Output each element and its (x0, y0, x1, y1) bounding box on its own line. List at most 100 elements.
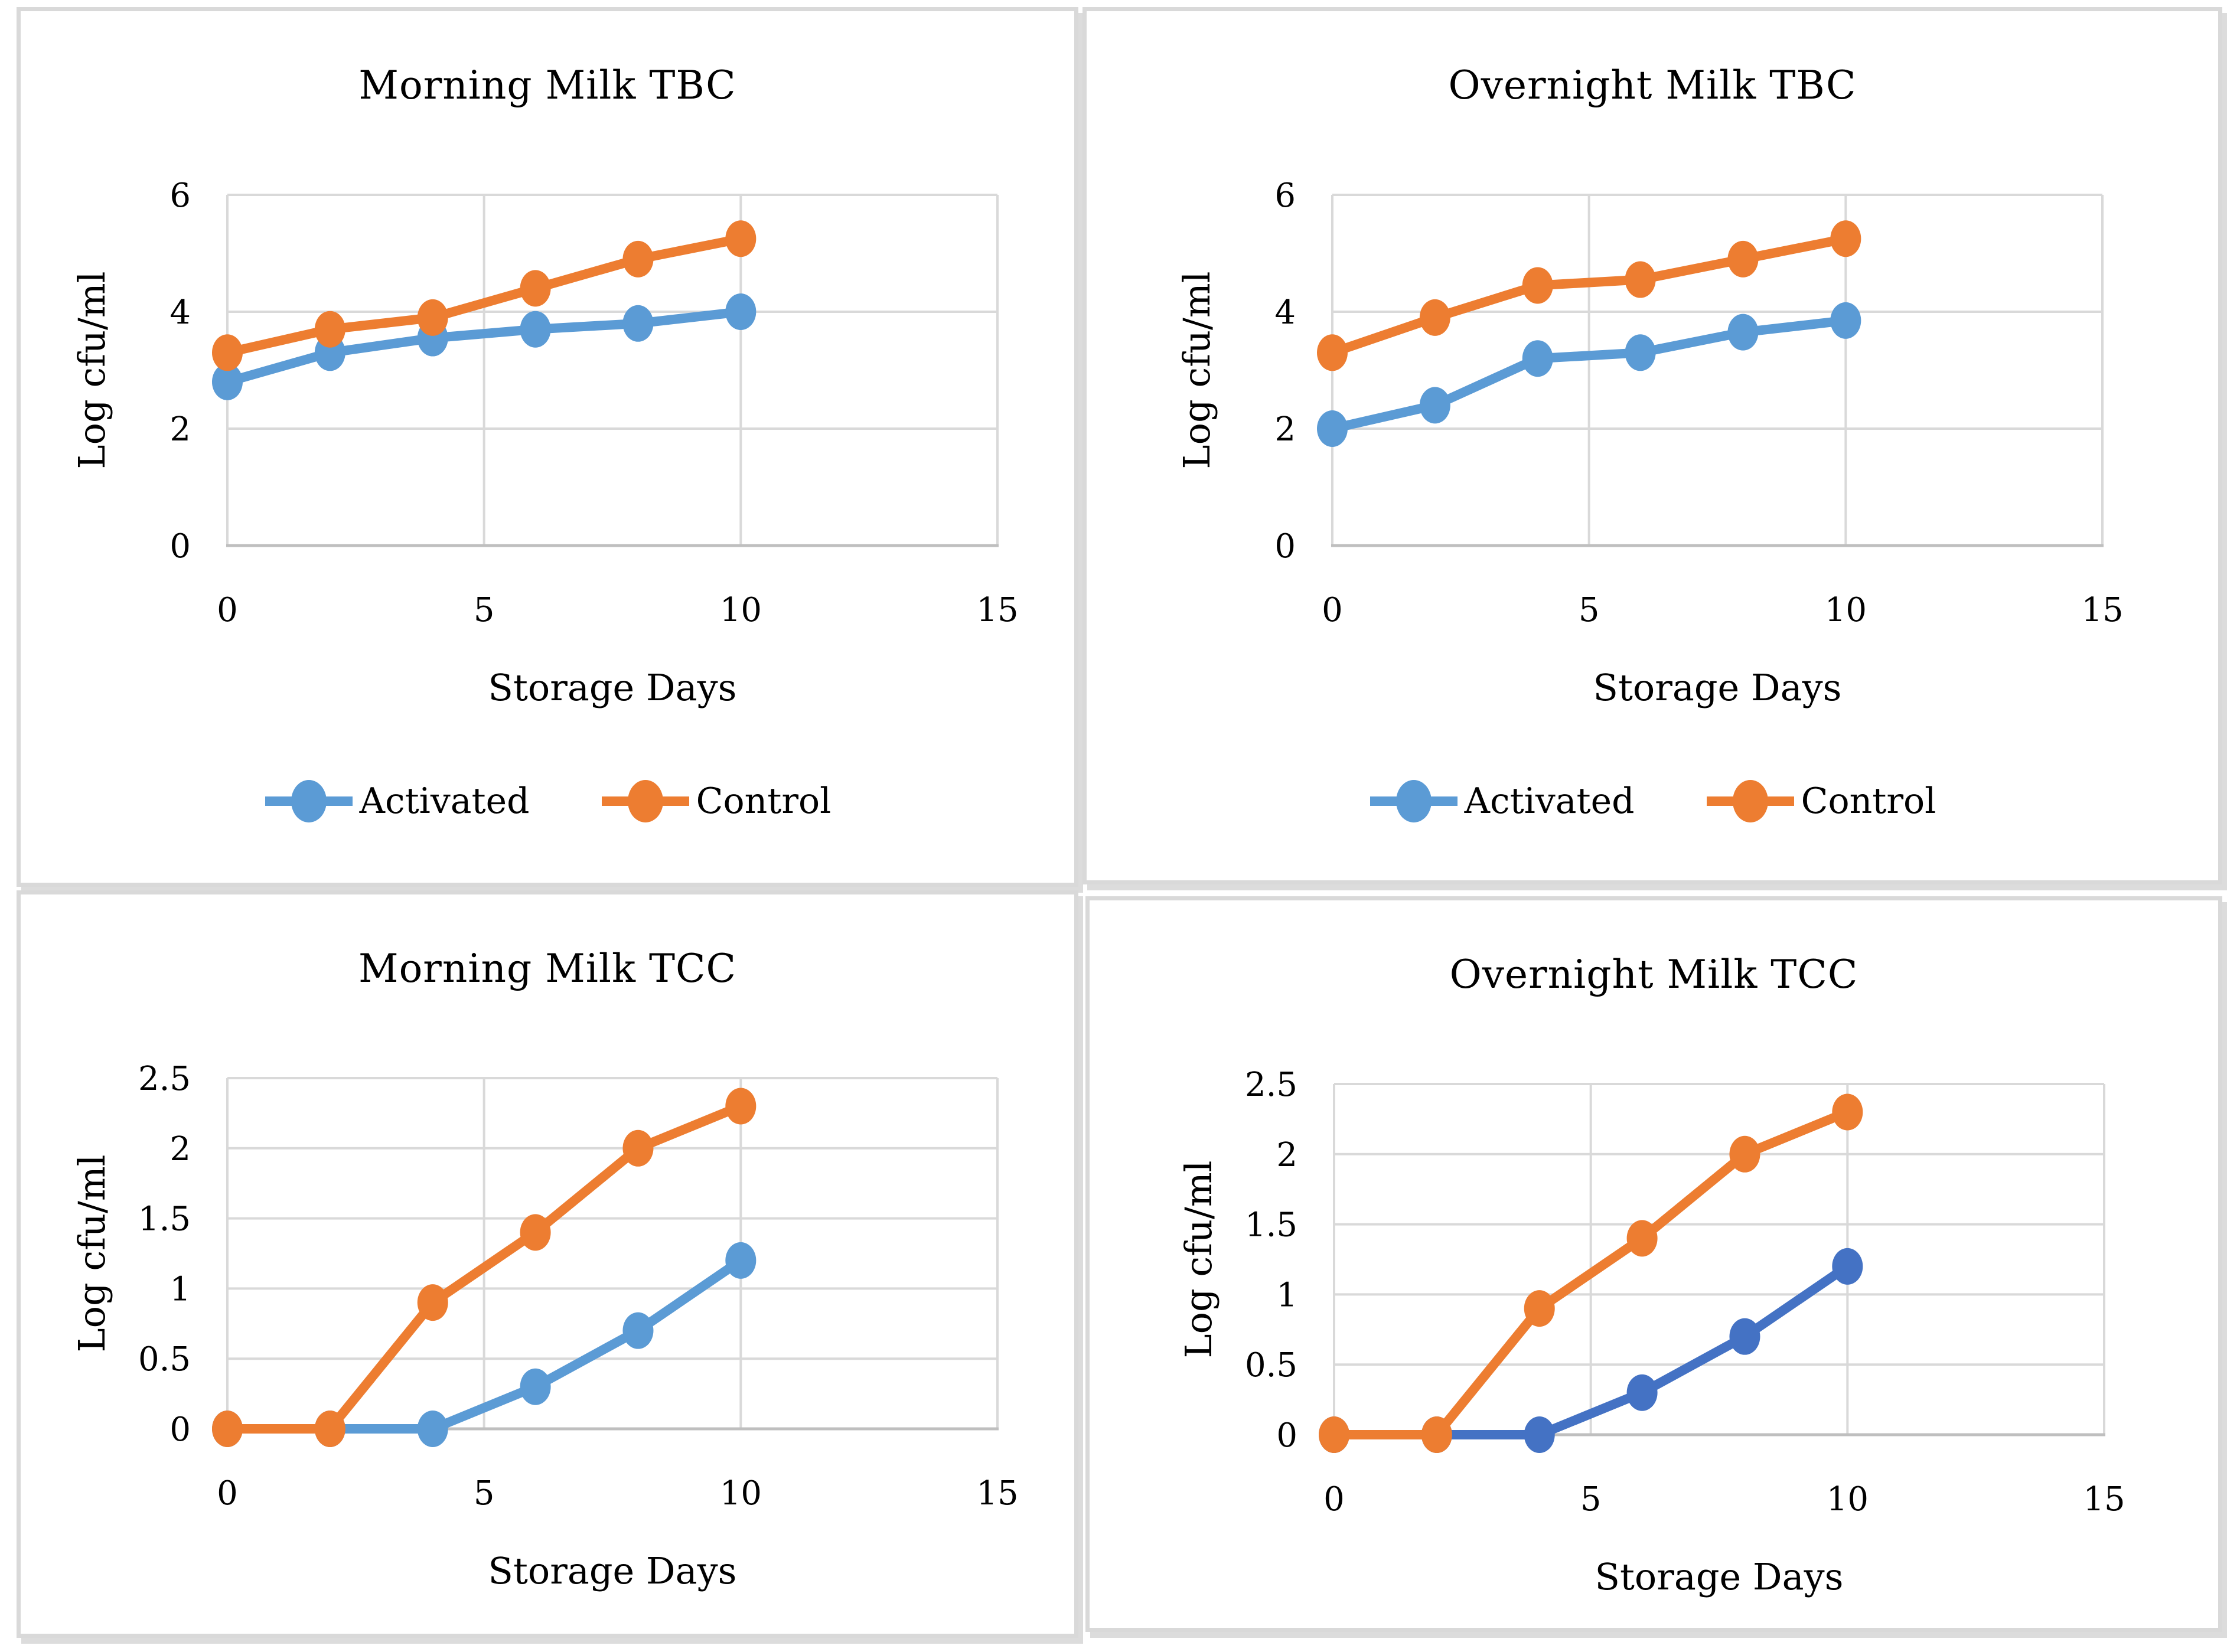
y-tick-label: 1.5 (138, 1200, 191, 1239)
data-point-marker (520, 311, 551, 348)
chart-panel-morning-tcc: Morning Milk TCC 0 0.5 1 1.5 2 2.5 0 5 10 15 Log c… (17, 890, 1078, 1638)
series-control (212, 1088, 757, 1447)
legend-item-activated: Activated (1369, 779, 1635, 824)
series-control (212, 220, 757, 371)
data-point-marker (1830, 220, 1861, 257)
chart-panel-overnight-tbc: Overnight Milk TBC 0 2 4 6 0 5 10 15 Log cfu/ml S… (1082, 7, 2222, 884)
chart-overnight-tcc: 0 0.5 1 1.5 2 2.5 0 5 10 15 Log cfu/ml Storage Days (1090, 1048, 2218, 1609)
data-point-marker (1318, 1416, 1349, 1453)
x-axis-title: Storage Days (488, 1549, 737, 1592)
data-point-marker (520, 1368, 551, 1405)
data-point-marker (1625, 334, 1656, 371)
legend-item-control: Control (601, 779, 832, 824)
x-axis-title: Storage Days (1593, 666, 1842, 709)
legend-label: Activated (359, 781, 530, 822)
data-point-marker (1831, 1248, 1863, 1285)
series-line (223, 1101, 746, 1434)
data-point-marker (417, 1411, 448, 1447)
y-axis-title: Log cfu/ml (70, 1154, 113, 1352)
y-tick-label: 1.5 (1244, 1206, 1297, 1245)
y-tick-label: 1 (1276, 1276, 1297, 1314)
chart-title: Overnight Milk TCC (1449, 951, 1858, 997)
chart-canvas: 0 2 4 6 0 5 10 15 Log cfu/ml Storage Days (1175, 177, 2124, 709)
legend-label: Control (696, 781, 832, 822)
data-point-marker (622, 1312, 654, 1349)
chart-panel-morning-tbc: Morning Milk TBC 0 2 4 6 0 5 10 15 Log cfu/ml Sto… (17, 7, 1078, 887)
y-tick-label: 1 (169, 1270, 191, 1308)
y-tick-label: 2 (169, 410, 191, 449)
data-point-marker (1419, 387, 1450, 424)
data-point-marker (1419, 299, 1450, 336)
data-point-marker (725, 220, 757, 257)
x-tick-label: 0 (1322, 591, 1343, 629)
data-point-marker (1727, 240, 1759, 277)
x-tick-label: 15 (976, 1474, 1018, 1513)
x-tick-label: 10 (1825, 591, 1867, 629)
series-control (1317, 220, 1861, 371)
series-line (223, 307, 746, 387)
chart-canvas: 0 0.5 1 1.5 2 2.5 0 5 10 15 Log cfu/ml Storage Days (70, 1060, 1019, 1592)
chart-title: Overnight Milk TBC (1448, 62, 1857, 108)
x-tick-label: 10 (720, 1474, 762, 1513)
legend-marker-icon (265, 780, 353, 822)
data-point-marker (212, 334, 243, 371)
legend-label: Activated (1464, 781, 1635, 822)
data-point-marker (725, 1088, 757, 1125)
data-point-marker (212, 363, 243, 400)
x-axis-title: Storage Days (488, 666, 737, 709)
data-point-marker (212, 1411, 243, 1447)
legend-item-control: Control (1706, 779, 1936, 824)
y-tick-label: 2.5 (1244, 1066, 1297, 1104)
data-point-marker (1626, 1220, 1658, 1257)
x-tick-label: 5 (1580, 1480, 1601, 1519)
chart-legend: Activated Control (1087, 779, 2218, 824)
data-point-marker (1524, 1290, 1555, 1327)
y-tick-label: 0.5 (1244, 1346, 1297, 1385)
series-line (223, 234, 746, 358)
y-tick-label: 2 (1276, 1136, 1297, 1174)
y-tick-label: 2 (169, 1130, 191, 1168)
x-tick-label: 10 (720, 591, 762, 629)
x-tick-label: 10 (1826, 1480, 1868, 1519)
data-point-marker (417, 1284, 448, 1321)
chart-morning-tbc: 0 2 4 6 0 5 10 15 Log cfu/ml Storage Days (21, 159, 1074, 720)
data-point-marker (314, 311, 345, 348)
data-point-marker (1524, 1416, 1555, 1453)
series-activated (1317, 302, 1861, 447)
data-point-marker (1729, 1318, 1760, 1355)
y-tick-label: 4 (169, 293, 191, 332)
series-line (1328, 315, 1851, 433)
data-point-marker (1625, 261, 1656, 298)
data-point-marker (622, 240, 654, 277)
legend-marker-icon (1370, 780, 1458, 822)
data-point-marker (1727, 314, 1759, 351)
data-point-marker (520, 270, 551, 307)
chart-legend: Activated Control (21, 779, 1074, 824)
x-axis-title: Storage Days (1595, 1555, 1843, 1598)
y-tick-label: 0 (1276, 1416, 1297, 1455)
series-line (1329, 1107, 1852, 1439)
x-tick-label: 0 (217, 1474, 238, 1513)
data-point-marker (1522, 267, 1553, 304)
data-point-marker (1421, 1416, 1452, 1453)
y-axis-title: Log cfu/ml (70, 271, 113, 469)
data-point-marker (1831, 1093, 1863, 1131)
y-tick-label: 6 (169, 177, 191, 215)
x-tick-label: 15 (2083, 1480, 2125, 1519)
chart-morning-tcc: 0 0.5 1 1.5 2 2.5 0 5 10 15 Log cfu/ml Storage Days (21, 1042, 1074, 1603)
x-tick-label: 15 (976, 591, 1018, 629)
chart-canvas: 0 2 4 6 0 5 10 15 Log cfu/ml Storage Days (70, 177, 1019, 709)
data-point-marker (520, 1214, 551, 1251)
y-tick-label: 0 (169, 1411, 191, 1449)
y-axis-title: Log cfu/ml (1175, 271, 1218, 469)
x-tick-label: 5 (474, 591, 495, 629)
chart-canvas: 0 0.5 1 1.5 2 2.5 0 5 10 15 Log cfu/ml Storage Days (1177, 1066, 2125, 1598)
data-point-marker (725, 293, 757, 330)
data-point-marker (622, 305, 654, 342)
data-point-marker (314, 1411, 345, 1447)
x-tick-label: 5 (474, 1474, 495, 1513)
x-tick-label: 0 (217, 591, 238, 629)
y-axis-title: Log cfu/ml (1177, 1160, 1220, 1358)
x-tick-label: 5 (1579, 591, 1600, 629)
